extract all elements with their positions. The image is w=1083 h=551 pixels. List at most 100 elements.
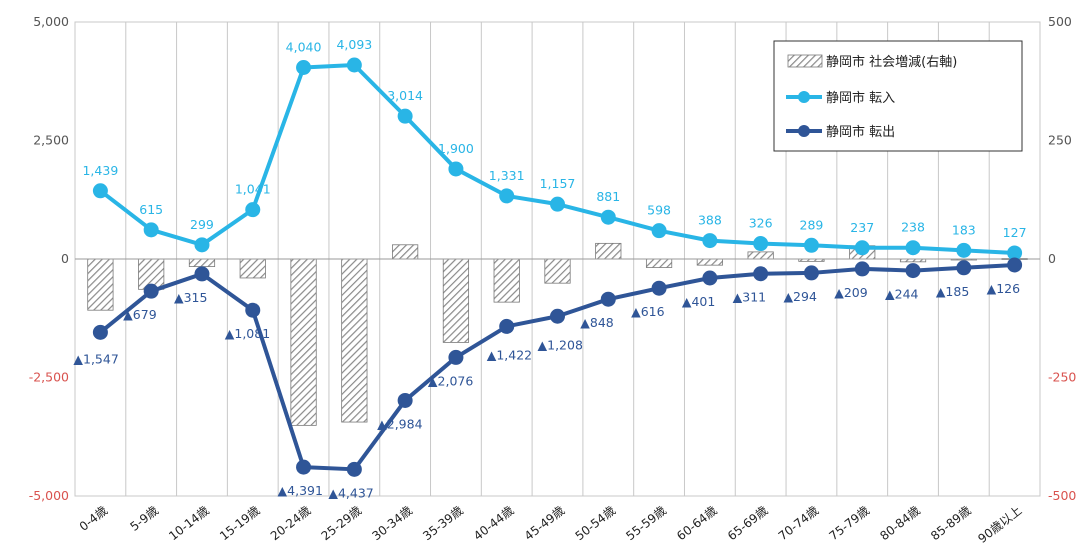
- inflow-point: [346, 57, 362, 73]
- inflow-point: [600, 209, 616, 225]
- outflow-point: [550, 308, 565, 324]
- inflow-point: [245, 202, 261, 218]
- inflow-point: [448, 161, 464, 177]
- inflow-data-label: 326: [749, 216, 773, 231]
- inflow-data-label: 881: [596, 189, 620, 204]
- legend-bar-swatch: [787, 54, 823, 68]
- outflow-point: [143, 283, 159, 299]
- category-tick-label: 0-4歳: [77, 503, 111, 533]
- outflow-data-label: ▲1,081: [225, 326, 270, 341]
- right-axis-tick-label: 0: [1048, 251, 1056, 266]
- category-tick-label: 15-19歳: [217, 503, 263, 543]
- inflow-point: [854, 240, 870, 256]
- bar-social-change: [442, 258, 470, 343]
- left-axis-tick-label: -2,500: [29, 370, 69, 385]
- outflow-data-label: ▲4,391: [278, 483, 323, 498]
- outflow-data-label: ▲2,984: [377, 416, 422, 431]
- bar-social-change: [493, 258, 520, 303]
- inflow-point: [651, 223, 667, 239]
- left-axis-tick-label: 0: [61, 251, 69, 266]
- inflow-data-label: 1,900: [438, 141, 474, 156]
- outflow-data-label: ▲848: [580, 315, 614, 330]
- inflow-data-label: 1,439: [82, 163, 118, 178]
- bar-social-change: [87, 258, 114, 311]
- outflow-point: [397, 392, 413, 408]
- outflow-point: [296, 459, 312, 475]
- outflow-point: [448, 349, 464, 365]
- outflow-point: [803, 265, 819, 281]
- outflow-data-label: ▲209: [834, 285, 868, 300]
- outflow-data-label: ▲679: [123, 307, 157, 322]
- bar-social-change: [290, 258, 317, 426]
- category-tick-label: 50-54歳: [573, 503, 619, 543]
- outflow-data-label: ▲401: [682, 294, 715, 309]
- inflow-data-label: 127: [1003, 225, 1027, 240]
- inflow-point: [956, 242, 972, 258]
- left-axis-tick-label: 2,500: [33, 133, 69, 148]
- inflow-data-label: 4,040: [286, 40, 322, 55]
- outflow-data-label: ▲315: [174, 290, 207, 305]
- category-tick-label: 70-74歳: [776, 503, 822, 543]
- legend-label-social-change: 静岡市 社会増減(右軸): [826, 54, 957, 70]
- bar-series: [87, 242, 1028, 426]
- legend-outflow-marker: [798, 125, 810, 137]
- inflow-data-label: 1,041: [235, 182, 271, 197]
- category-tick-label: 20-24歳: [268, 503, 314, 543]
- category-tick-label: 90歳以上: [975, 503, 1024, 546]
- category-tick-label: 40-44歳: [471, 503, 517, 543]
- right-axis-tick-label: -250: [1048, 370, 1076, 385]
- category-tick-label: 80-84歳: [877, 503, 923, 543]
- inflow-data-label: 1,331: [489, 168, 525, 183]
- inflow-point: [296, 60, 312, 76]
- legend-label-outflow: 静岡市 転出: [826, 124, 895, 140]
- inflow-point: [1007, 245, 1023, 261]
- legend-inflow-marker: [798, 91, 810, 103]
- inflow-point: [550, 196, 565, 212]
- category-tick-label: 55-59歳: [623, 503, 669, 543]
- inflow-data-label: 3,014: [387, 88, 423, 103]
- legend-label-inflow: 静岡市 転入: [826, 90, 895, 106]
- category-tick-label: 75-79歳: [827, 503, 873, 543]
- outflow-data-label: ▲4,437: [328, 485, 373, 500]
- category-tick-label: 60-64歳: [674, 503, 720, 543]
- inflow-point: [702, 233, 718, 249]
- outflow-point: [854, 261, 870, 277]
- bar-social-change: [239, 258, 266, 279]
- outflow-data-label: ▲185: [936, 284, 969, 299]
- outflow-point: [651, 280, 667, 296]
- inflow-point: [92, 183, 108, 199]
- bar-social-change: [188, 258, 216, 267]
- right-axis-tick-label: 250: [1048, 133, 1072, 148]
- inflow-data-label: 289: [800, 217, 824, 232]
- category-tick-label: 35-39歳: [420, 503, 466, 543]
- data-labels: 1,439 615 299 1,041 4,040 4,093 3,014 1,900 1,33…: [73, 37, 1026, 500]
- inflow-point: [905, 240, 921, 256]
- left-axis-tick-label: 5,000: [33, 14, 69, 29]
- outflow-point: [753, 266, 769, 282]
- outflow-point: [600, 291, 616, 307]
- category-tick-label: 85-89歳: [928, 503, 974, 543]
- outflow-data-label: ▲1,208: [538, 337, 583, 352]
- inflow-point: [499, 188, 515, 204]
- inflow-point: [143, 222, 159, 238]
- inflow-data-label: 237: [850, 220, 874, 235]
- bar-social-change: [747, 251, 774, 260]
- inflow-point: [194, 237, 210, 253]
- outflow-point: [905, 263, 921, 279]
- outflow-point: [346, 461, 362, 477]
- inflow-point: [397, 108, 413, 124]
- inflow-data-label: 615: [139, 202, 163, 217]
- category-tick-label: 25-29歳: [319, 503, 365, 543]
- category-tick-label: 10-14歳: [166, 503, 212, 543]
- inflow-data-label: 1,157: [540, 176, 576, 191]
- left-axis-tick-label: -5,000: [29, 488, 69, 503]
- outflow-data-label: ▲2,076: [428, 373, 473, 388]
- outflow-data-label: ▲1,422: [487, 347, 532, 362]
- bar-social-change: [341, 258, 368, 423]
- inflow-data-label: 598: [647, 203, 671, 218]
- outflow-data-label: ▲1,547: [73, 351, 118, 366]
- outflow-point: [499, 318, 515, 334]
- inflow-data-label: 238: [901, 220, 925, 235]
